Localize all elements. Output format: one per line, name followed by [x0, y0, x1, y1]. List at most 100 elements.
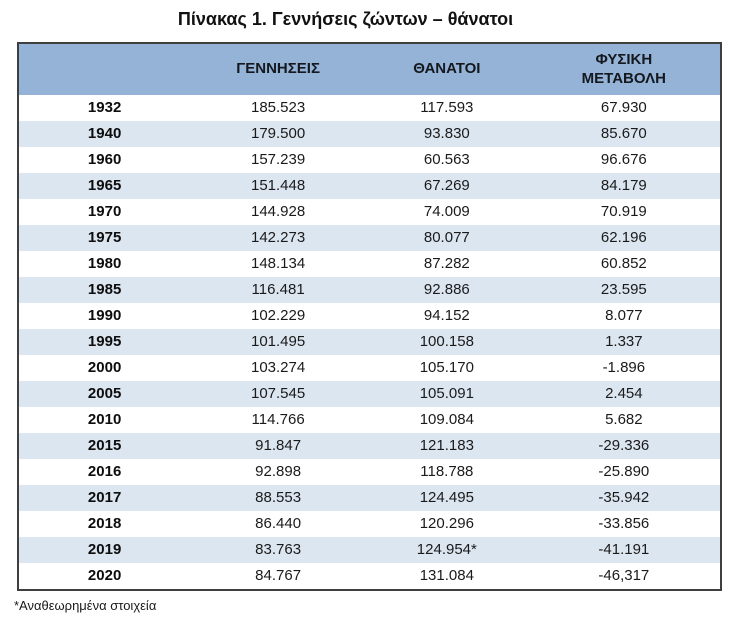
year-cell: 1975: [87, 229, 122, 246]
deaths-cell: 117.593: [420, 99, 474, 116]
table-row: 1970 144.928 74.009 70.919: [18, 199, 721, 225]
births-cell: 116.481: [251, 281, 305, 298]
year-cell: 2015: [87, 437, 122, 454]
header-row: ΓΕΝΝΗΣΕΙΣ ΘΑΝΑΤΟΙ ΦΥΣΙΚΗ ΜΕΤΑΒΟΛΗ: [18, 43, 721, 95]
change-cell: -46,317: [598, 567, 650, 584]
column-header-year: [18, 43, 191, 95]
table-body: 1932 185.523 117.593 67.930 1940 179.500 93.83…: [18, 95, 721, 590]
year-cell: 2000: [87, 359, 122, 376]
table-row: 1960 157.239 60.563 96.676: [18, 147, 721, 173]
year-cell: 1932: [87, 99, 122, 116]
deaths-cell: 94.152: [423, 307, 470, 324]
deaths-cell: 92.886: [423, 281, 470, 298]
table-row: 1995 101.495 100.158 1.337: [18, 329, 721, 355]
deaths-cell: 67.269: [423, 177, 470, 194]
table-row: 1990 102.229 94.152 8.077: [18, 303, 721, 329]
column-header-natural-change-label: ΦΥΣΙΚΗ ΜΕΤΑΒΟΛΗ: [581, 50, 666, 87]
change-cell: 23.595: [600, 281, 647, 298]
change-cell: -35.942: [598, 489, 650, 506]
births-cell: 101.495: [250, 333, 306, 350]
table-row: 1940 179.500 93.830 85.670: [18, 121, 721, 147]
year-cell: 2019: [87, 541, 122, 558]
table-row: 2020 84.767 131.084 -46,317: [18, 563, 721, 590]
document-page: Πίνακας 1. Γεννήσεις ζώντων – θάνατοι ΓΕ…: [0, 8, 734, 629]
column-header-deaths: ΘΑΝΑΤΟΙ: [365, 43, 528, 95]
births-cell: 148.134: [250, 255, 306, 272]
table-row: 1985 116.481 92.886 23.595: [18, 277, 721, 303]
change-cell: 1.337: [605, 333, 643, 350]
year-cell: 1940: [87, 125, 122, 142]
deaths-cell: 80.077: [423, 229, 470, 246]
births-cell: 88.553: [255, 489, 302, 506]
change-cell: 5.682: [605, 411, 643, 428]
year-cell: 1970: [87, 203, 122, 220]
births-cell: 157.239: [250, 151, 306, 168]
change-cell: 67.930: [600, 99, 647, 116]
change-cell: -33.856: [598, 515, 650, 532]
year-cell: 2018: [87, 515, 122, 532]
deaths-cell: 105.091: [419, 385, 474, 402]
births-cell: 179.500: [250, 125, 306, 142]
births-deaths-table: ΓΕΝΝΗΣΕΙΣ ΘΑΝΑΤΟΙ ΦΥΣΙΚΗ ΜΕΤΑΒΟΛΗ 1932 18…: [17, 42, 722, 591]
change-cell: 8.077: [605, 307, 643, 324]
births-cell: 151.448: [250, 177, 306, 194]
births-cell: 144.928: [250, 203, 306, 220]
births-cell: 91.847: [255, 437, 302, 454]
table-row: 2016 92.898 118.788 -25.890: [18, 459, 721, 485]
year-cell: 1990: [87, 307, 122, 324]
column-header-natural-change: ΦΥΣΙΚΗ ΜΕΤΑΒΟΛΗ: [527, 43, 721, 95]
births-cell: 86.440: [255, 515, 302, 532]
change-cell: 62.196: [600, 229, 647, 246]
column-header-births: ΓΕΝΝΗΣΕΙΣ: [190, 43, 366, 95]
births-cell: 102.229: [250, 307, 306, 324]
change-cell: 60.852: [600, 255, 647, 272]
change-cell: 85.670: [600, 125, 647, 142]
change-cell: -29.336: [598, 437, 650, 454]
table-row: 2010 114.766 109.084 5.682: [18, 407, 721, 433]
table-row: 2000 103.274 105.170 -1.896: [18, 355, 721, 381]
year-cell: 2005: [87, 385, 122, 402]
table-row: 2017 88.553 124.495 -35.942: [18, 485, 721, 511]
year-cell: 1980: [87, 255, 122, 272]
births-cell: 114.766: [251, 411, 305, 428]
year-cell: 1960: [87, 151, 122, 168]
change-cell: -25.890: [598, 463, 650, 480]
table-row: 2015 91.847 121.183 -29.336: [18, 433, 721, 459]
change-cell: 84.179: [600, 177, 647, 194]
deaths-cell: 118.788: [420, 463, 474, 480]
deaths-cell: 124.954*: [416, 541, 477, 558]
table-row: 1932 185.523 117.593 67.930: [18, 95, 721, 121]
table-row: 2005 107.545 105.091 2.454: [18, 381, 721, 407]
deaths-cell: 124.495: [419, 489, 474, 506]
deaths-cell: 93.830: [423, 125, 470, 142]
table-row: 2019 83.763 124.954* -41.191: [18, 537, 721, 563]
change-cell: 2.454: [605, 385, 643, 402]
year-cell: 2017: [87, 489, 122, 506]
table-row: 1980 148.134 87.282 60.852: [18, 251, 721, 277]
births-cell: 107.545: [250, 385, 306, 402]
table-row: 2018 86.440 120.296 -33.856: [18, 511, 721, 537]
deaths-cell: 74.009: [423, 203, 470, 220]
year-cell: 2010: [87, 411, 122, 428]
year-cell: 1985: [87, 281, 122, 298]
year-cell: 2020: [87, 567, 122, 584]
births-cell: 103.274: [250, 359, 306, 376]
change-cell: -1.896: [602, 359, 646, 376]
deaths-cell: 87.282: [423, 255, 470, 272]
table-header: ΓΕΝΝΗΣΕΙΣ ΘΑΝΑΤΟΙ ΦΥΣΙΚΗ ΜΕΤΑΒΟΛΗ: [18, 43, 721, 95]
year-cell: 2016: [87, 463, 122, 480]
deaths-cell: 120.296: [419, 515, 474, 532]
deaths-cell: 131.084: [419, 567, 474, 584]
births-cell: 92.898: [255, 463, 302, 480]
table-row: 1965 151.448 67.269 84.179: [18, 173, 721, 199]
deaths-cell: 105.170: [419, 359, 474, 376]
deaths-cell: 100.158: [419, 333, 474, 350]
births-cell: 83.763: [255, 541, 302, 558]
table-title: Πίνακας 1. Γεννήσεις ζώντων – θάνατοι: [177, 9, 514, 29]
deaths-cell: 109.084: [419, 411, 474, 428]
births-cell: 142.273: [250, 229, 306, 246]
change-cell: 96.676: [600, 151, 647, 168]
table-row: 1975 142.273 80.077 62.196: [18, 225, 721, 251]
change-cell: 70.919: [600, 203, 647, 220]
year-cell: 1965: [87, 177, 122, 194]
